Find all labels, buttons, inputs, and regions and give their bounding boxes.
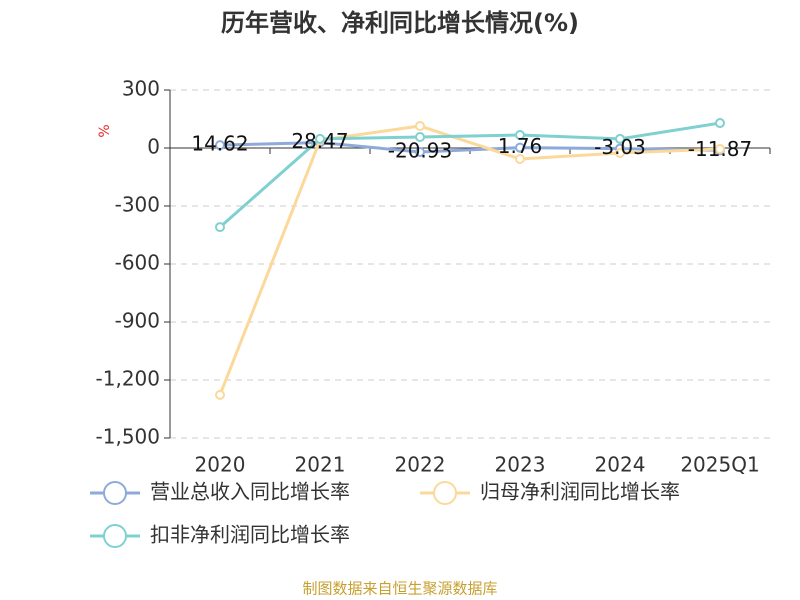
series-line bbox=[218, 124, 721, 396]
y-tick-label: 0 bbox=[147, 135, 160, 159]
data-label: -20.93 bbox=[388, 139, 452, 163]
y-tick-label: -900 bbox=[115, 309, 160, 333]
series-line bbox=[219, 121, 721, 229]
x-tick-label: 2025Q1 bbox=[680, 453, 759, 477]
x-tick-label: 2023 bbox=[495, 453, 546, 477]
data-point bbox=[315, 133, 325, 144]
data-point bbox=[515, 154, 525, 165]
data-label: -11.87 bbox=[688, 137, 752, 161]
data-label: 14.62 bbox=[191, 132, 248, 156]
data-point bbox=[615, 148, 625, 159]
y-tick-label: -600 bbox=[115, 251, 160, 275]
legend-label: 扣非净利润同比增长率 bbox=[150, 523, 350, 547]
data-point bbox=[715, 143, 725, 154]
series-line bbox=[219, 140, 721, 154]
data-point bbox=[415, 131, 425, 142]
y-tick-label: -300 bbox=[115, 193, 160, 217]
legend-marker bbox=[103, 481, 127, 505]
data-point bbox=[615, 133, 625, 144]
data-point bbox=[515, 142, 525, 153]
data-point bbox=[415, 147, 425, 158]
data-point bbox=[215, 140, 225, 151]
data-point bbox=[515, 130, 525, 141]
legend-label: 营业总收入同比增长率 bbox=[150, 480, 350, 504]
source-note: 制图数据来自恒生聚源数据库 bbox=[302, 580, 497, 598]
legend-label: 归母净利润同比增长率 bbox=[480, 480, 680, 504]
y-tick-label: -1,200 bbox=[96, 367, 160, 391]
x-tick-label: 2024 bbox=[595, 453, 646, 477]
legend-marker bbox=[433, 481, 457, 505]
data-label: -3.03 bbox=[594, 135, 646, 159]
data-label: 28.47 bbox=[291, 129, 348, 153]
chart-title: 历年营收、净利同比增长情况(%) bbox=[221, 9, 579, 37]
legend-marker bbox=[103, 524, 127, 548]
data-point bbox=[215, 222, 225, 233]
x-tick-label: 2021 bbox=[295, 453, 346, 477]
y-axis-label: % bbox=[97, 124, 113, 137]
data-point bbox=[415, 120, 425, 131]
x-tick-label: 2020 bbox=[195, 453, 246, 477]
data-point bbox=[215, 389, 225, 400]
y-tick-label: 300 bbox=[122, 77, 160, 101]
x-tick-label: 2022 bbox=[395, 453, 446, 477]
y-tick-label: -1,500 bbox=[96, 425, 160, 449]
data-label: 1.76 bbox=[498, 134, 543, 158]
data-point bbox=[715, 118, 725, 129]
